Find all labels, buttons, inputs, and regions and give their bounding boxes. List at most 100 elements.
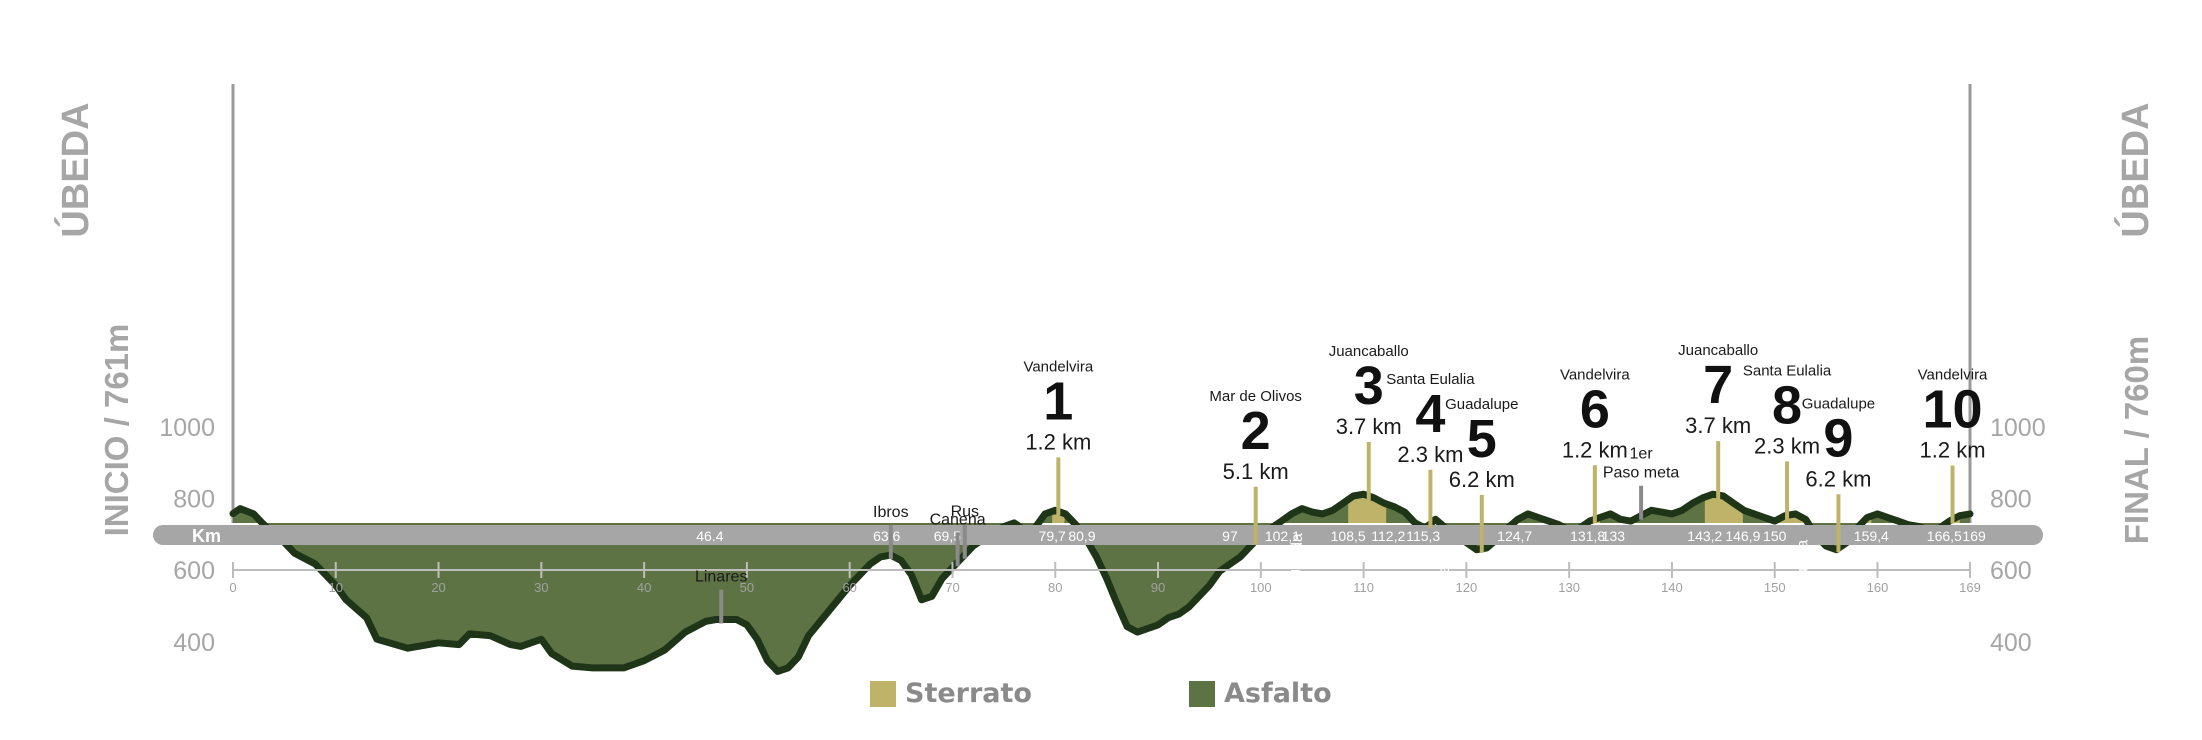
km-bar-distance-label: 143,2 <box>1687 528 1722 544</box>
y-tick-label-left: 400 <box>173 629 215 657</box>
segment-number: 8 <box>1772 375 1802 435</box>
segment-name-label: Juancaballo <box>1678 342 1758 359</box>
km-bar-distance-label: 124,7 <box>1497 528 1532 544</box>
x-tick-label: 50 <box>740 580 754 595</box>
km-bar-distance-label: 150 <box>1763 528 1787 544</box>
km-bar-distance-label: 146,9 <box>1725 528 1760 544</box>
place-label: Linares <box>695 569 747 586</box>
km-bar-distance-label: 115,3 <box>1406 528 1440 544</box>
place-label: 1er <box>1630 446 1654 463</box>
x-tick-label: 90 <box>1151 580 1165 595</box>
segment-length-label: 3.7 km <box>1685 413 1751 438</box>
start-side-labels: ÚBEDA INICIO / 761m <box>53 102 135 536</box>
vertical-place-label: Santa Eulalia <box>1436 548 1453 642</box>
y-tick-label-left: 800 <box>173 486 215 514</box>
segment-number: 4 <box>1415 384 1445 444</box>
x-tick-label: 130 <box>1558 580 1580 595</box>
x-tick-label: 150 <box>1764 580 1786 595</box>
x-tick-label: 140 <box>1661 580 1683 595</box>
place-label: Paso meta <box>1603 465 1680 482</box>
segment-length-label: 2.3 km <box>1397 442 1463 467</box>
vertical-place-label: Úbeda <box>1287 533 1306 580</box>
start-town-label: ÚBEDA <box>53 102 97 237</box>
legend-sterrato: Sterrato <box>870 678 1032 709</box>
y-tick-label-left: 600 <box>173 557 215 585</box>
segment-length-label: 1.2 km <box>1025 429 1091 454</box>
segment-name-label: Mar de Olivos <box>1209 388 1302 405</box>
segment-name-label: Vandelvira <box>1918 366 1988 383</box>
end-side-labels: ÚBEDA FINAL / 760m <box>2113 102 2157 544</box>
segment-name-label: Guadalupe <box>1802 395 1875 412</box>
segment-length-label: 2.3 km <box>1754 433 1820 458</box>
segment-length-label: 1.2 km <box>1562 437 1628 462</box>
segment-name-label: Vandelvira <box>1023 358 1093 375</box>
start-elevation-label: INICIO / 761m <box>98 324 135 537</box>
km-bar-distance-label: 69,5 <box>934 528 961 544</box>
x-tick-label: 100 <box>1250 580 1272 595</box>
km-bar-distance-label: 166,5 <box>1927 528 1962 544</box>
segment-number: 9 <box>1823 408 1853 468</box>
segment-name-label: Santa Eulalia <box>1743 362 1832 379</box>
x-tick-label: 0 <box>229 580 236 595</box>
place-label: Ibros <box>873 504 909 521</box>
legend-asfalto: Asfalto <box>1189 678 1332 709</box>
segment-number: 7 <box>1703 355 1733 415</box>
segment-name-label: Juancaballo <box>1329 343 1409 360</box>
km-bar-background <box>153 525 2043 545</box>
km-bar-distance-label: 133 <box>1602 528 1626 544</box>
y-tick-label-right: 400 <box>1990 629 2032 657</box>
segment-number: 2 <box>1241 401 1271 461</box>
x-tick-label: 160 <box>1867 580 1889 595</box>
segment-length-label: 6.2 km <box>1805 466 1871 491</box>
legend-asfalto-label: Asfalto <box>1224 678 1332 709</box>
y-tick-label-right: 600 <box>1990 557 2032 585</box>
segment-number: 3 <box>1354 356 1384 416</box>
x-tick-label: 10 <box>329 580 343 595</box>
km-bar-distance-label: 108,5 <box>1331 528 1366 544</box>
legend-sterrato-label: Sterrato <box>905 678 1032 709</box>
km-bar-label: Km <box>192 526 221 546</box>
x-tick-label: 40 <box>637 580 651 595</box>
km-bar-distance-label: 112,2 <box>1371 528 1405 544</box>
segment-length-label: 3.7 km <box>1336 414 1402 439</box>
segment-length-label: 1.2 km <box>1920 437 1986 462</box>
y-tick-label-right: 800 <box>1990 486 2032 514</box>
segment-length-label: 5.1 km <box>1223 459 1289 484</box>
km-bar-distance-label: 46.4 <box>696 528 723 544</box>
segment-number: 10 <box>1922 379 1982 439</box>
y-tick-label-right: 1000 <box>1990 414 2046 442</box>
km-bar-distance-label: 79,7 <box>1039 528 1066 544</box>
place-label: Canena <box>930 511 986 528</box>
km-bar-distance-label: 102,1 <box>1265 528 1300 544</box>
segment-number: 5 <box>1467 409 1497 469</box>
km-bar-distance-label: 63.6 <box>873 528 900 544</box>
place-label: Rus <box>951 504 979 521</box>
segment-name-label: Santa Eulalia <box>1386 371 1475 388</box>
vertical-place-label: Santa Eulalia <box>1794 540 1811 634</box>
asfalto-swatch <box>1189 680 1215 707</box>
x-tick-label: 20 <box>431 580 445 595</box>
x-tick-label: 110 <box>1353 580 1374 595</box>
segment-length-label: 6.2 km <box>1449 467 1515 492</box>
sterrato-section <box>1704 494 1743 523</box>
x-tick-label: 80 <box>1048 580 1062 595</box>
end-elevation-label: FINAL / 760m <box>2118 336 2155 544</box>
x-axis: 0 10 20 30 40 50 60 70 80 90 100 110 120 130 140 150 160… <box>229 562 1981 595</box>
km-bar-distance-label: 159,4 <box>1854 528 1889 544</box>
end-town-label: ÚBEDA <box>2113 102 2157 237</box>
km-bar-distance-label: 131,8 <box>1570 528 1605 544</box>
y-tick-label-left: 1000 <box>159 414 215 442</box>
x-tick-label: 120 <box>1456 580 1478 595</box>
km-bar: Km 46.4 63.6 69,5 79,7 80,9 97 102,1 108,5 112,2 1… <box>153 525 2043 546</box>
km-bar-distance-label: 97 <box>1222 528 1238 544</box>
segment-number: 1 <box>1043 371 1073 431</box>
segment-name-label: Guadalupe <box>1445 396 1518 413</box>
segment-name-label: Vandelvira <box>1560 366 1630 383</box>
x-tick-label: 60 <box>842 580 856 595</box>
x-tick-label: 30 <box>534 580 548 595</box>
x-tick-label: 70 <box>945 580 959 595</box>
